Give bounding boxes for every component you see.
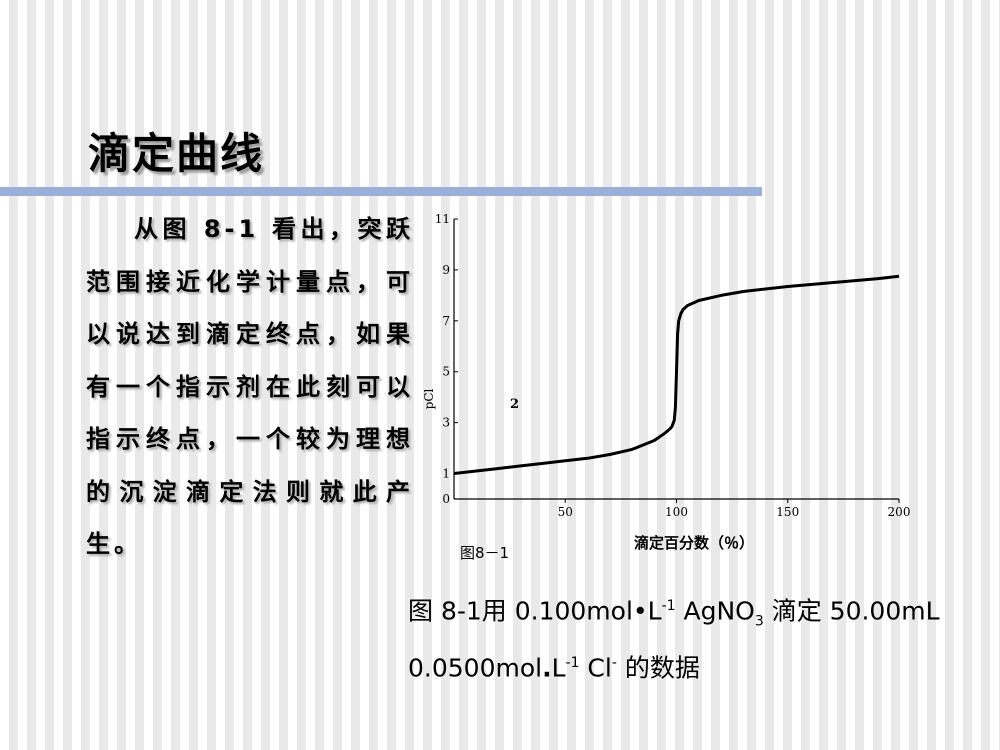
slide-title: 滴定曲线 <box>88 129 265 178</box>
body-paragraph: 从图 8-1 看出，突跃范围接近化学计量点，可以说达到滴定终点，如果有一个指示剂… <box>86 215 414 558</box>
x-tick-label: 100 <box>665 505 688 519</box>
caption-figure-no: 图 8-1 <box>408 596 482 626</box>
y-tick-label: 3 <box>442 416 450 430</box>
caption-text-3: 的数据 <box>616 653 700 683</box>
figure-label: 图8－1 <box>460 544 509 562</box>
x-tick-label: 50 <box>558 505 573 519</box>
title-underline <box>0 187 762 196</box>
y-tick-label: 5 <box>442 365 450 379</box>
y-tick-label: 0 <box>442 492 450 506</box>
y-tick-label: 7 <box>442 314 450 328</box>
y-tick-label: 11 <box>435 212 450 226</box>
y-tick-label: 9 <box>442 263 450 277</box>
titration-chart: 0 1 3 5 7 9 11 50 100 150 200 pCl 滴定百分数（％） 图8－1 2 <box>420 205 910 575</box>
x-axis-label: 滴定百分数（％） <box>634 534 754 552</box>
caption-text-1: 用 0.100mol <box>481 596 633 626</box>
ticks-layer: 0 1 3 5 7 9 11 50 100 150 200 <box>435 212 911 519</box>
curve-annotation: 2 <box>510 397 519 412</box>
y-tick-label: 1 <box>442 467 450 481</box>
caption-sub-3: 3 <box>754 613 764 630</box>
x-tick-label: 200 <box>888 505 910 519</box>
caption-dot-1: • <box>632 596 648 626</box>
caption-reagent: AgNO <box>675 596 755 626</box>
caption-exp-1: -1 <box>661 598 676 614</box>
figure-caption: 图 8-1用 0.100mol•L-1 AgNO3 滴定 50.00mL 0.0… <box>408 585 988 690</box>
titration-curve <box>453 274 900 475</box>
chart-svg: 0 1 3 5 7 9 11 50 100 150 200 pCl 滴定百分数（％） 图8－1 2 <box>422 212 911 562</box>
caption-ion: Cl <box>579 653 612 683</box>
caption-text-2: 滴定 50.00mL 0.0500mol <box>408 596 940 683</box>
caption-exp-2: -1 <box>565 655 580 672</box>
caption-unit-2: L <box>551 653 566 683</box>
caption-ion-charge: - <box>611 655 617 672</box>
y-axis-label: pCl <box>422 388 436 409</box>
caption-dot-2: . <box>542 653 552 683</box>
x-tick-label: 150 <box>776 505 799 519</box>
caption-unit-1: L <box>647 596 662 626</box>
